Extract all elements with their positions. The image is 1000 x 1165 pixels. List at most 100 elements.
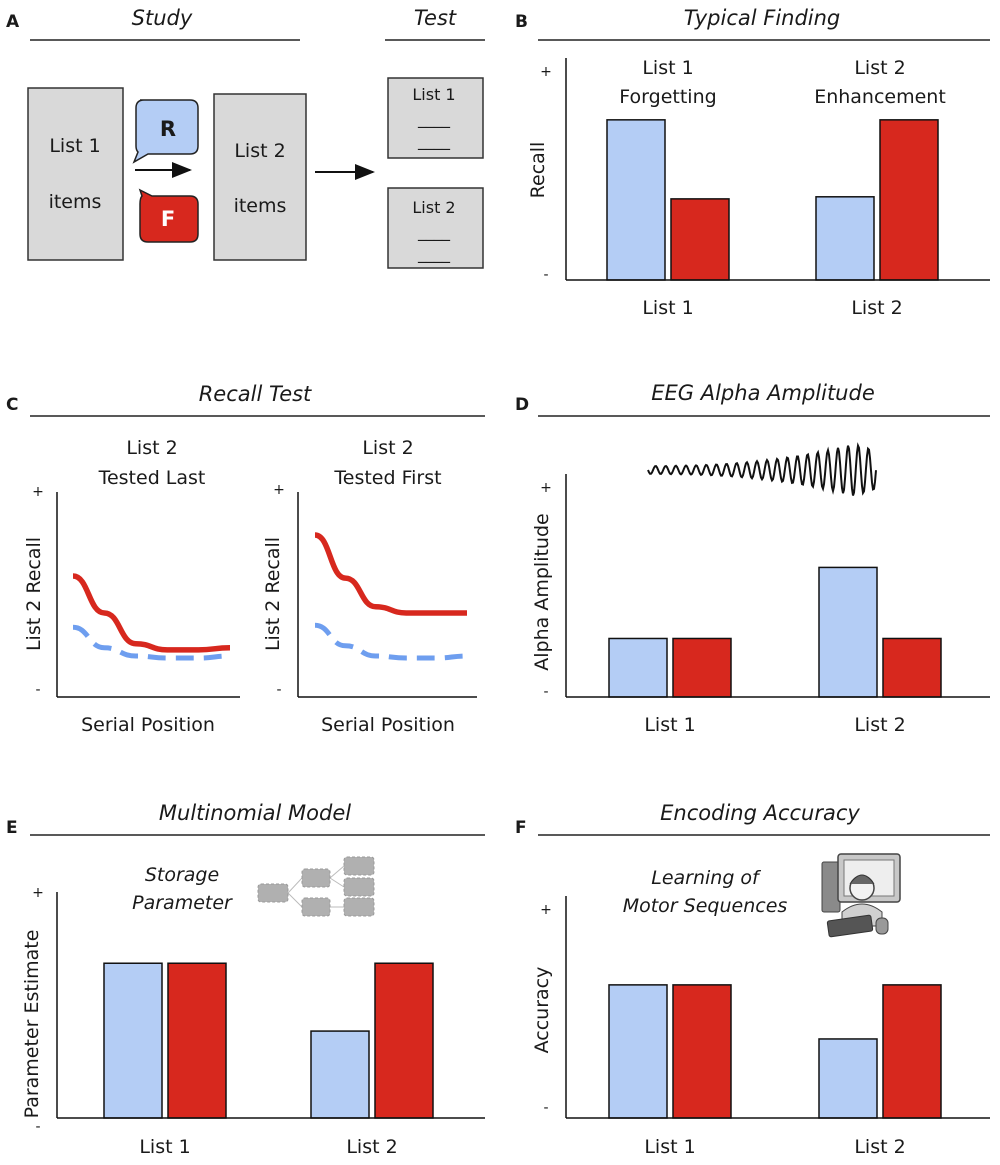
- c-right-minus: -: [276, 682, 281, 698]
- c-left-minus: -: [35, 682, 40, 698]
- right-subtitle-2: Tested First: [333, 467, 441, 489]
- bar-f-list2-forget: [882, 984, 942, 1119]
- bar-f-list1-remember: [608, 984, 668, 1119]
- f-ytick-plus: +: [540, 902, 552, 918]
- list1-study-box: [27, 87, 124, 261]
- panel-b-title: Typical Finding: [684, 6, 841, 30]
- eeg-wave-illustration: [647, 442, 877, 496]
- annotation-enhancement: Enhancement: [814, 86, 946, 108]
- panel-label-b: B: [515, 12, 528, 32]
- list2-test-label: List 2: [412, 198, 455, 217]
- bar-f-list2-remember: [818, 1038, 878, 1119]
- list2-study-label: List 2: [234, 140, 285, 162]
- panel-e: E Multinomial Model Storage Parameter Li…: [6, 801, 485, 1158]
- panel-d-title: EEG Alpha Amplitude: [651, 381, 874, 405]
- c-left-plus: +: [32, 484, 44, 500]
- c-left-ylabel: List 2 Recall: [23, 537, 45, 651]
- bar-e-list2-forget: [374, 962, 434, 1119]
- panel-c-title: Recall Test: [199, 382, 312, 406]
- annotation-list1: List 1: [642, 57, 693, 79]
- study-title: Study: [132, 6, 193, 30]
- chart-c-right: [297, 492, 477, 698]
- bar-f-list1-forget: [672, 984, 732, 1119]
- forget-cue-bubble: [138, 188, 199, 243]
- list1-test-blank-2: ____: [417, 131, 451, 151]
- c-right-plus: +: [273, 482, 285, 498]
- c2-line-forget: [314, 532, 467, 616]
- c1-line-forget: [72, 573, 231, 653]
- d-category-label: List 1: [644, 714, 695, 736]
- chart-d: List 1 List 2 + - Alpha Amplitude: [531, 474, 990, 736]
- computer-user-icon: [821, 853, 901, 938]
- bar-e-list1-remember: [103, 962, 163, 1119]
- panel-label-d: D: [515, 395, 529, 415]
- panel-e-title: Multinomial Model: [159, 801, 351, 825]
- c2-line-remember: [314, 622, 468, 661]
- b-ytick-minus: -: [543, 267, 548, 283]
- list1-study-items: items: [49, 191, 102, 213]
- panel-label-c: C: [6, 395, 18, 415]
- bar-d-list2-remember: [818, 566, 878, 698]
- motor-note-line2: Motor Sequences: [623, 895, 788, 917]
- b-category-label: List 1: [642, 297, 693, 319]
- chart-b: List 1 List 2 + - Recall: [527, 58, 990, 319]
- e-ytick-plus: +: [32, 885, 44, 901]
- forget-cue-label: F: [161, 207, 175, 231]
- motor-note-line1: Learning of: [651, 867, 762, 889]
- b-ytick-plus: +: [540, 64, 552, 80]
- f-ytick-minus: -: [543, 1100, 548, 1116]
- panel-label-e: E: [6, 818, 18, 838]
- d-ylabel: Alpha Amplitude: [531, 513, 553, 670]
- test-title: Test: [414, 6, 457, 30]
- b-ylabel: Recall: [527, 142, 549, 199]
- bar-e-list1-forget: [167, 962, 227, 1119]
- panel-f-title: Encoding Accuracy: [660, 801, 860, 825]
- b-category-label: List 2: [851, 297, 902, 319]
- f-ylabel: Accuracy: [531, 967, 553, 1054]
- right-subtitle-1: List 2: [362, 437, 413, 459]
- chart-e: List 1 List 2 + -Parameter Estimate: [21, 885, 485, 1158]
- e-ylabel: Parameter Estimate: [21, 930, 43, 1119]
- list1-study-label: List 1: [49, 135, 100, 157]
- annotation-forgetting: Forgetting: [619, 86, 716, 108]
- panel-label-f: F: [515, 818, 527, 838]
- annotation-list2: List 2: [854, 57, 905, 79]
- c-right-xlabel: Serial Position: [321, 714, 455, 736]
- c-left-xlabel: Serial Position: [81, 714, 215, 736]
- list1-test-box: [387, 77, 484, 159]
- tree-diagram-icon: [257, 856, 375, 917]
- f-category-label: List 1: [644, 1136, 695, 1158]
- f-category-label: List 2: [854, 1136, 905, 1158]
- list2-study-items: items: [234, 195, 287, 217]
- panel-c: C Recall Test List 2 Tested Last List 2 …: [6, 382, 485, 736]
- e-category-label: List 2: [346, 1136, 397, 1158]
- list1-test-label: List 1: [412, 85, 455, 104]
- panel-d: D EEG Alpha Amplitude List 1 List 2 + - Alph…: [515, 381, 990, 736]
- panel-f: F Encoding Accuracy Learning of Motor Se…: [515, 801, 990, 1158]
- left-subtitle-1: List 2: [126, 437, 177, 459]
- bar-d-list2-forget: [882, 637, 942, 698]
- remember-cue-label: R: [160, 117, 176, 141]
- remember-cue-bubble: [132, 99, 199, 164]
- storage-note-line1: Storage: [145, 864, 219, 886]
- bar-b-list2-remember: [815, 196, 875, 281]
- d-ytick-plus: +: [540, 480, 552, 496]
- panel-a: A Study Test List 1 items R F List 2 ite…: [6, 6, 485, 269]
- list2-test-blank-1: ____: [417, 222, 451, 242]
- c1-line-remember: [72, 624, 231, 661]
- left-subtitle-2: Tested Last: [98, 467, 206, 489]
- chart-c-left: [56, 492, 240, 698]
- list2-test-box: [387, 187, 484, 269]
- bar-b-list1-remember: [606, 119, 666, 281]
- storage-note-line2: Parameter: [132, 892, 233, 914]
- bar-d-list1-forget: [672, 637, 732, 698]
- chart-f: List 1 List 2 + - Accuracy: [531, 896, 990, 1158]
- list2-study-box: [213, 93, 307, 261]
- bar-e-list2-remember: [310, 1030, 370, 1119]
- bar-b-list2-forget: [879, 119, 939, 281]
- d-category-label: List 2: [854, 714, 905, 736]
- c-right-ylabel: List 2 Recall: [262, 537, 284, 651]
- bar-b-list1-forget: [670, 198, 730, 281]
- list2-test-blank-2: ____: [417, 244, 451, 264]
